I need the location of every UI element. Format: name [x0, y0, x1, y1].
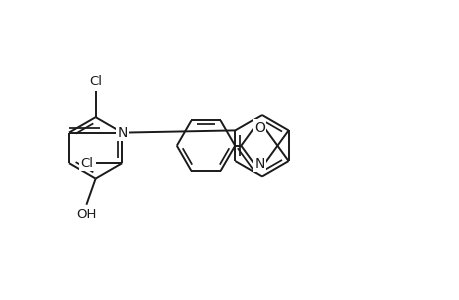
Text: Cl: Cl [89, 75, 102, 88]
Text: OH: OH [76, 208, 96, 221]
Text: N: N [118, 125, 128, 140]
Text: O: O [253, 121, 264, 135]
Text: Cl: Cl [80, 157, 93, 170]
Text: N: N [254, 157, 264, 171]
